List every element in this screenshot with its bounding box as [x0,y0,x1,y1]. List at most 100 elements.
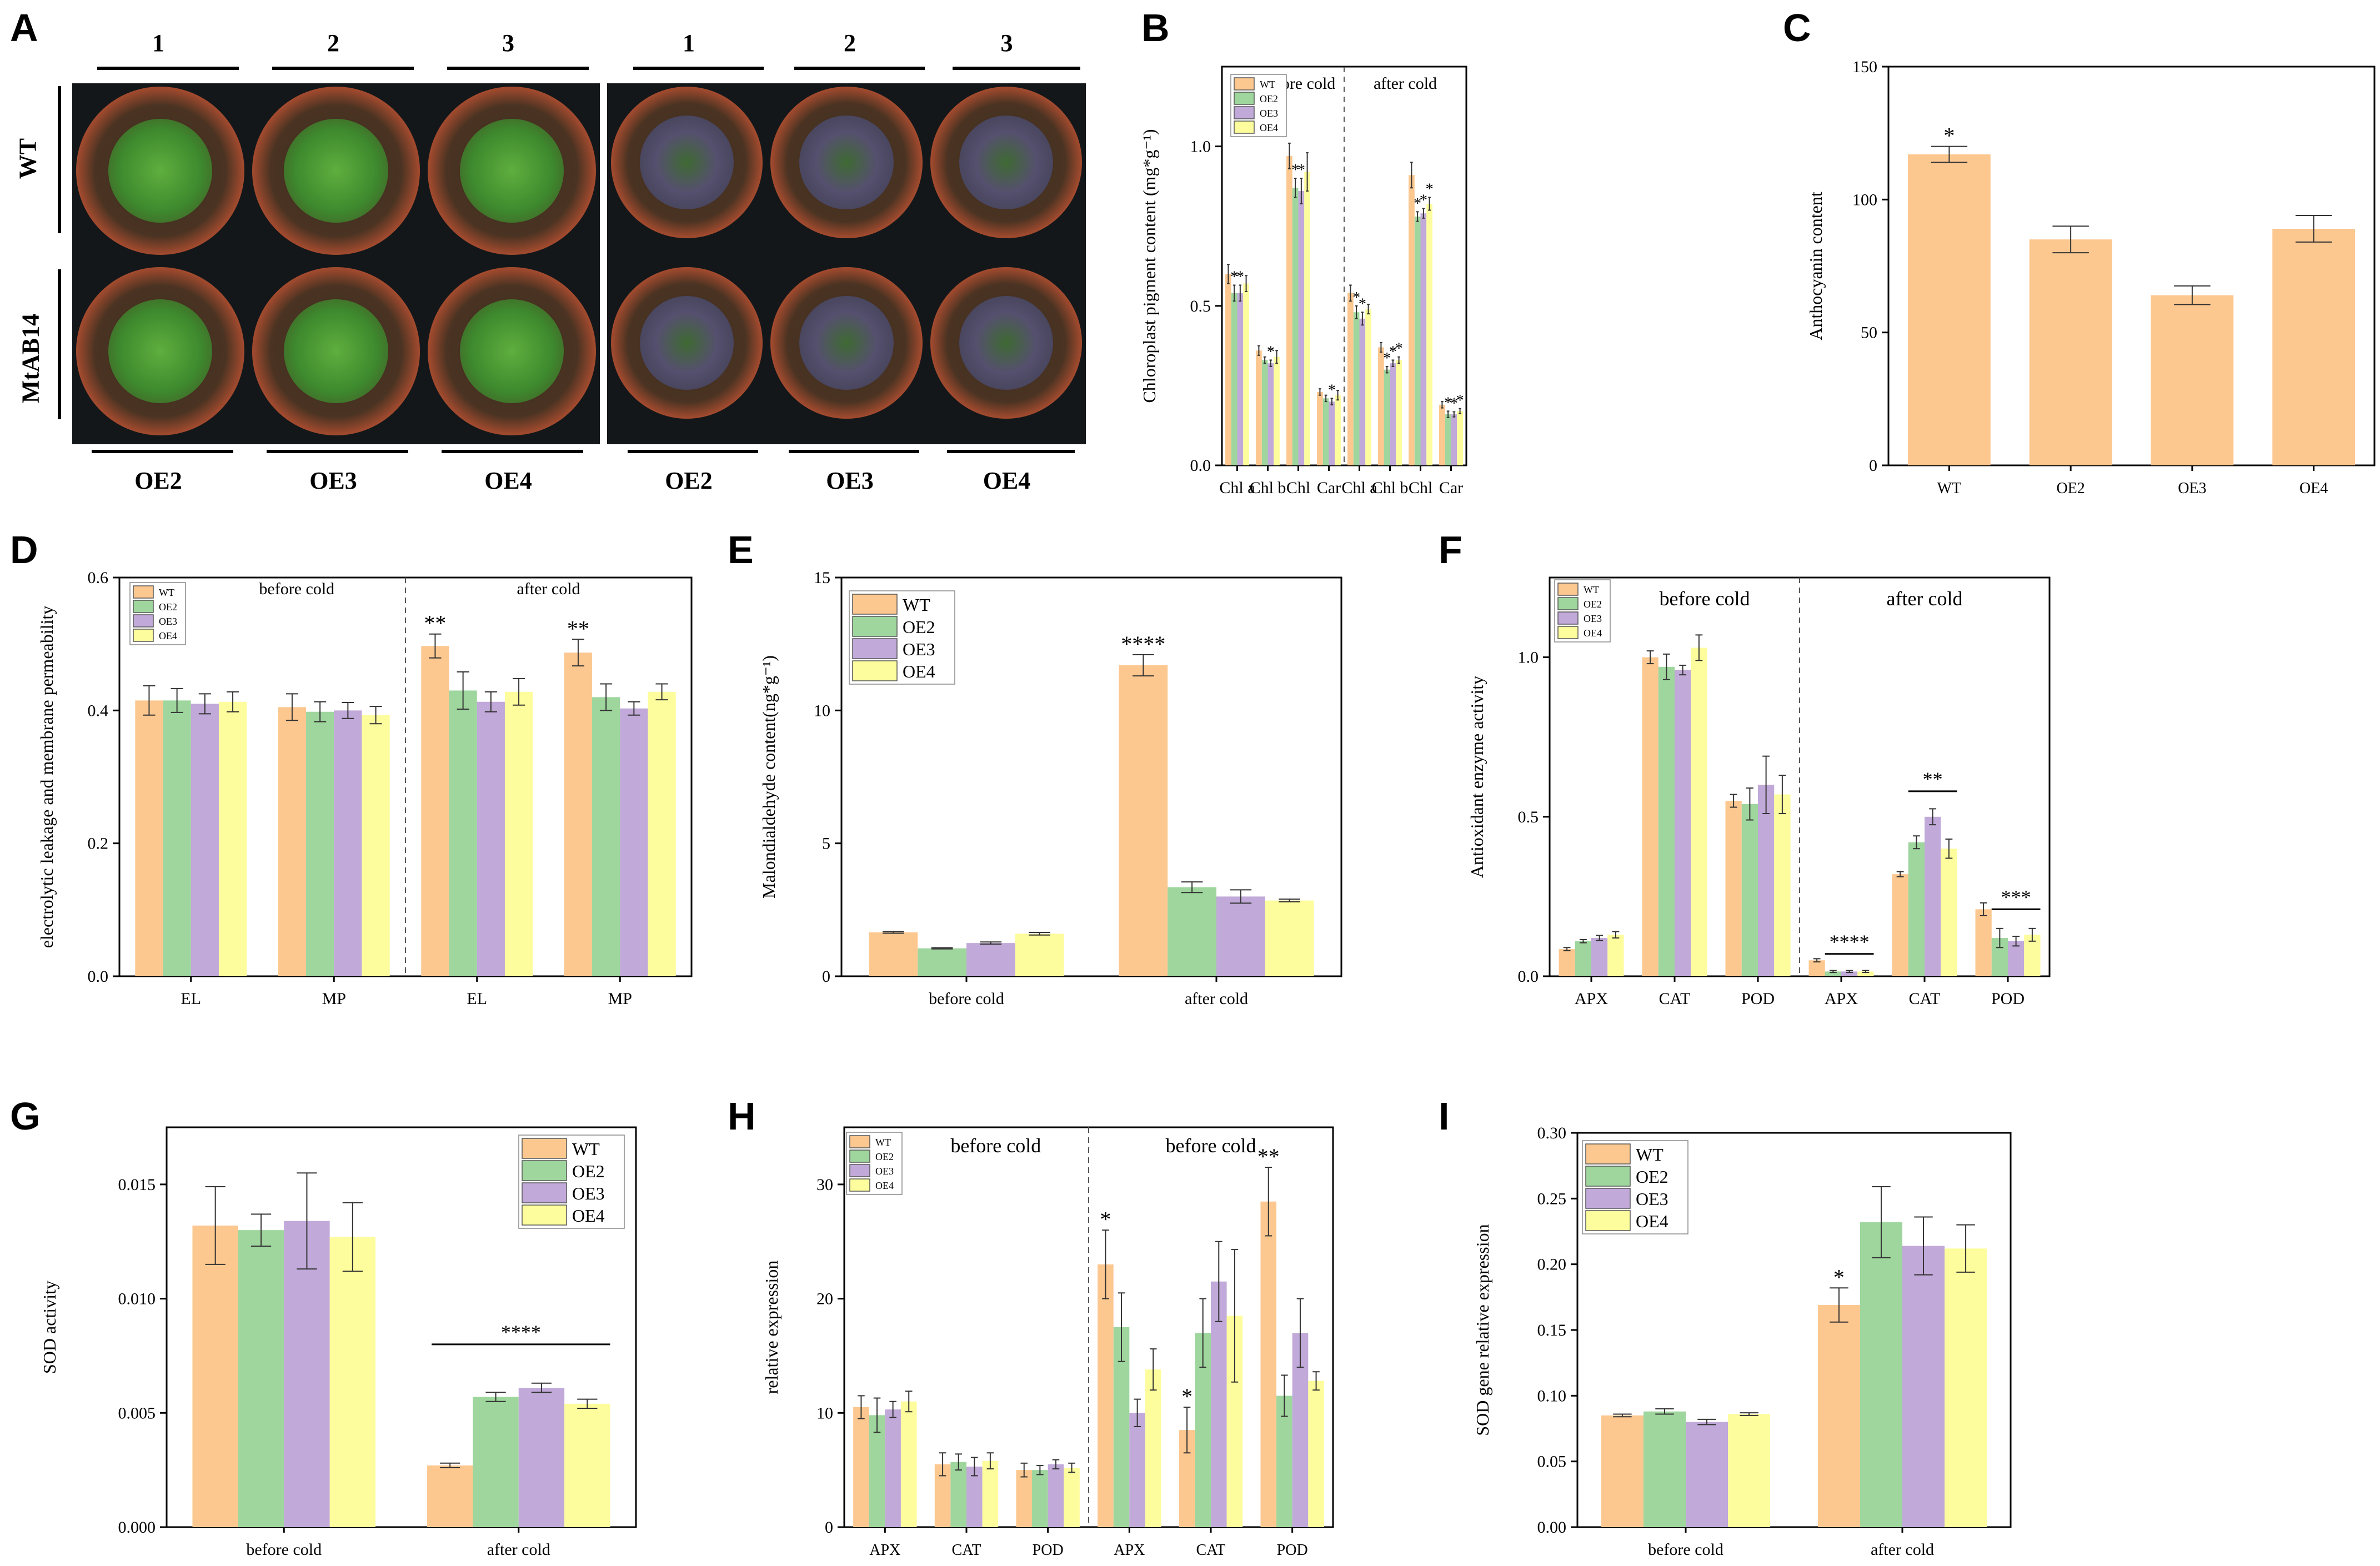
bar [278,707,307,976]
bar [1691,648,1707,976]
bar [1908,154,1991,466]
y-tick-label: 0.4 [88,701,109,720]
bar [191,704,219,976]
significance-marker: * [1352,289,1360,307]
x-tick-label: before cold [246,1540,322,1559]
legend-swatch [1557,597,1579,610]
bar [966,1466,983,1527]
significance-marker: * [1389,343,1397,360]
group-label: after cold [1887,588,1963,610]
x-tick-label: Chl b [1250,479,1286,497]
bar [1304,172,1310,465]
bar [1675,670,1691,976]
legend-swatch [1557,583,1579,596]
bar [427,1465,473,1527]
y-tick-label: 5 [822,835,830,853]
bar [1225,274,1231,465]
plant-rosette [959,295,1054,390]
side-bar-mtab14 [58,269,61,419]
photo-top-bar [633,67,764,70]
legend-swatch [849,1150,870,1163]
bar [1329,401,1335,465]
bar [1658,666,1675,976]
bar [1261,360,1268,465]
bar [1825,971,1841,976]
bar [449,690,477,976]
bar [1347,293,1354,465]
plant-rosette [639,115,734,210]
legend-swatch [1234,92,1255,105]
photo-bottom-label: OE4 [983,467,1031,494]
legend-swatch [852,660,898,681]
significance-marker: * [1236,268,1244,285]
bar [1243,283,1249,465]
y-tick-label: 0.000 [118,1518,156,1537]
plant-rosette [459,299,564,404]
legend-swatch [522,1182,567,1203]
bar [135,700,163,976]
legend-label: WT [1636,1145,1664,1165]
bar [1643,1411,1686,1527]
photo-top-bar [447,67,589,70]
photo-before-cold [72,83,600,444]
group-label: after cold [517,580,580,598]
y-tick-label: 10 [814,701,830,720]
significance-marker: * [1359,295,1366,313]
legend-label: OE2 [903,617,935,637]
significance-marker: **** [1121,631,1165,656]
y-tick-label: 1.0 [1190,138,1211,156]
bar [1445,414,1451,465]
bar [1353,312,1360,465]
x-tick-label: EL [181,990,201,1008]
significance-marker: * [1181,1384,1192,1409]
legend-label: OE4 [1636,1211,1668,1231]
panel-letter-a: A [10,6,38,49]
bar [1860,1222,1902,1527]
x-tick-label: CAT [1196,1542,1226,1559]
significance-marker: * [1444,394,1452,411]
significance-marker: ** [1257,1144,1280,1169]
plant-rosette [459,118,564,223]
bar [1817,1305,1860,1527]
x-tick-label: OE2 [2056,480,2085,497]
bar [1267,363,1274,465]
photo-top-label: 1 [152,29,164,57]
x-tick-label: OE4 [2299,480,2328,497]
group-label: after cold [1374,74,1437,93]
legend-label: OE2 [159,601,177,613]
legend-label: OE4 [875,1180,894,1191]
group-label: before cold [259,580,334,598]
legend-swatch [1557,626,1579,639]
bar [853,1407,869,1527]
y-axis-label: Antioxidant enzyme activity [1467,676,1487,878]
chart-g-sod-activity: 0.000 0.005 0.010 0.015 SOD activity before c… [39,1126,637,1559]
significance-marker: * [1395,340,1403,358]
y-tick-label: 0 [822,967,830,986]
y-tick-label: 0.15 [1537,1321,1567,1339]
y-tick-label: 0.5 [1518,808,1539,826]
bar [329,1237,376,1527]
y-tick-label: 0.05 [1537,1453,1567,1471]
y-tick-label: 0.0 [1518,967,1539,986]
bar [1119,665,1168,976]
bar [918,948,966,976]
x-tick-label: Chl a [1219,479,1255,497]
plant-rosette [108,299,213,404]
legend-swatch [522,1204,567,1226]
y-tick-label: 20 [816,1290,833,1308]
significance-marker: *** [2001,886,2031,908]
legend-swatch [133,629,154,642]
y-tick-label: 10 [816,1404,833,1422]
bar [1237,293,1244,465]
bar [1129,1413,1145,1527]
photo-bottom-bar [628,450,758,453]
significance-marker: * [1297,162,1305,179]
legend-swatch [1234,121,1255,134]
bar [1686,1422,1728,1527]
bar [163,700,191,976]
plant-rosette [284,118,388,223]
bar [1857,971,1874,976]
x-tick-label: APX [1575,990,1608,1008]
y-tick-label: 50 [1861,324,1877,342]
bar [1359,318,1366,465]
